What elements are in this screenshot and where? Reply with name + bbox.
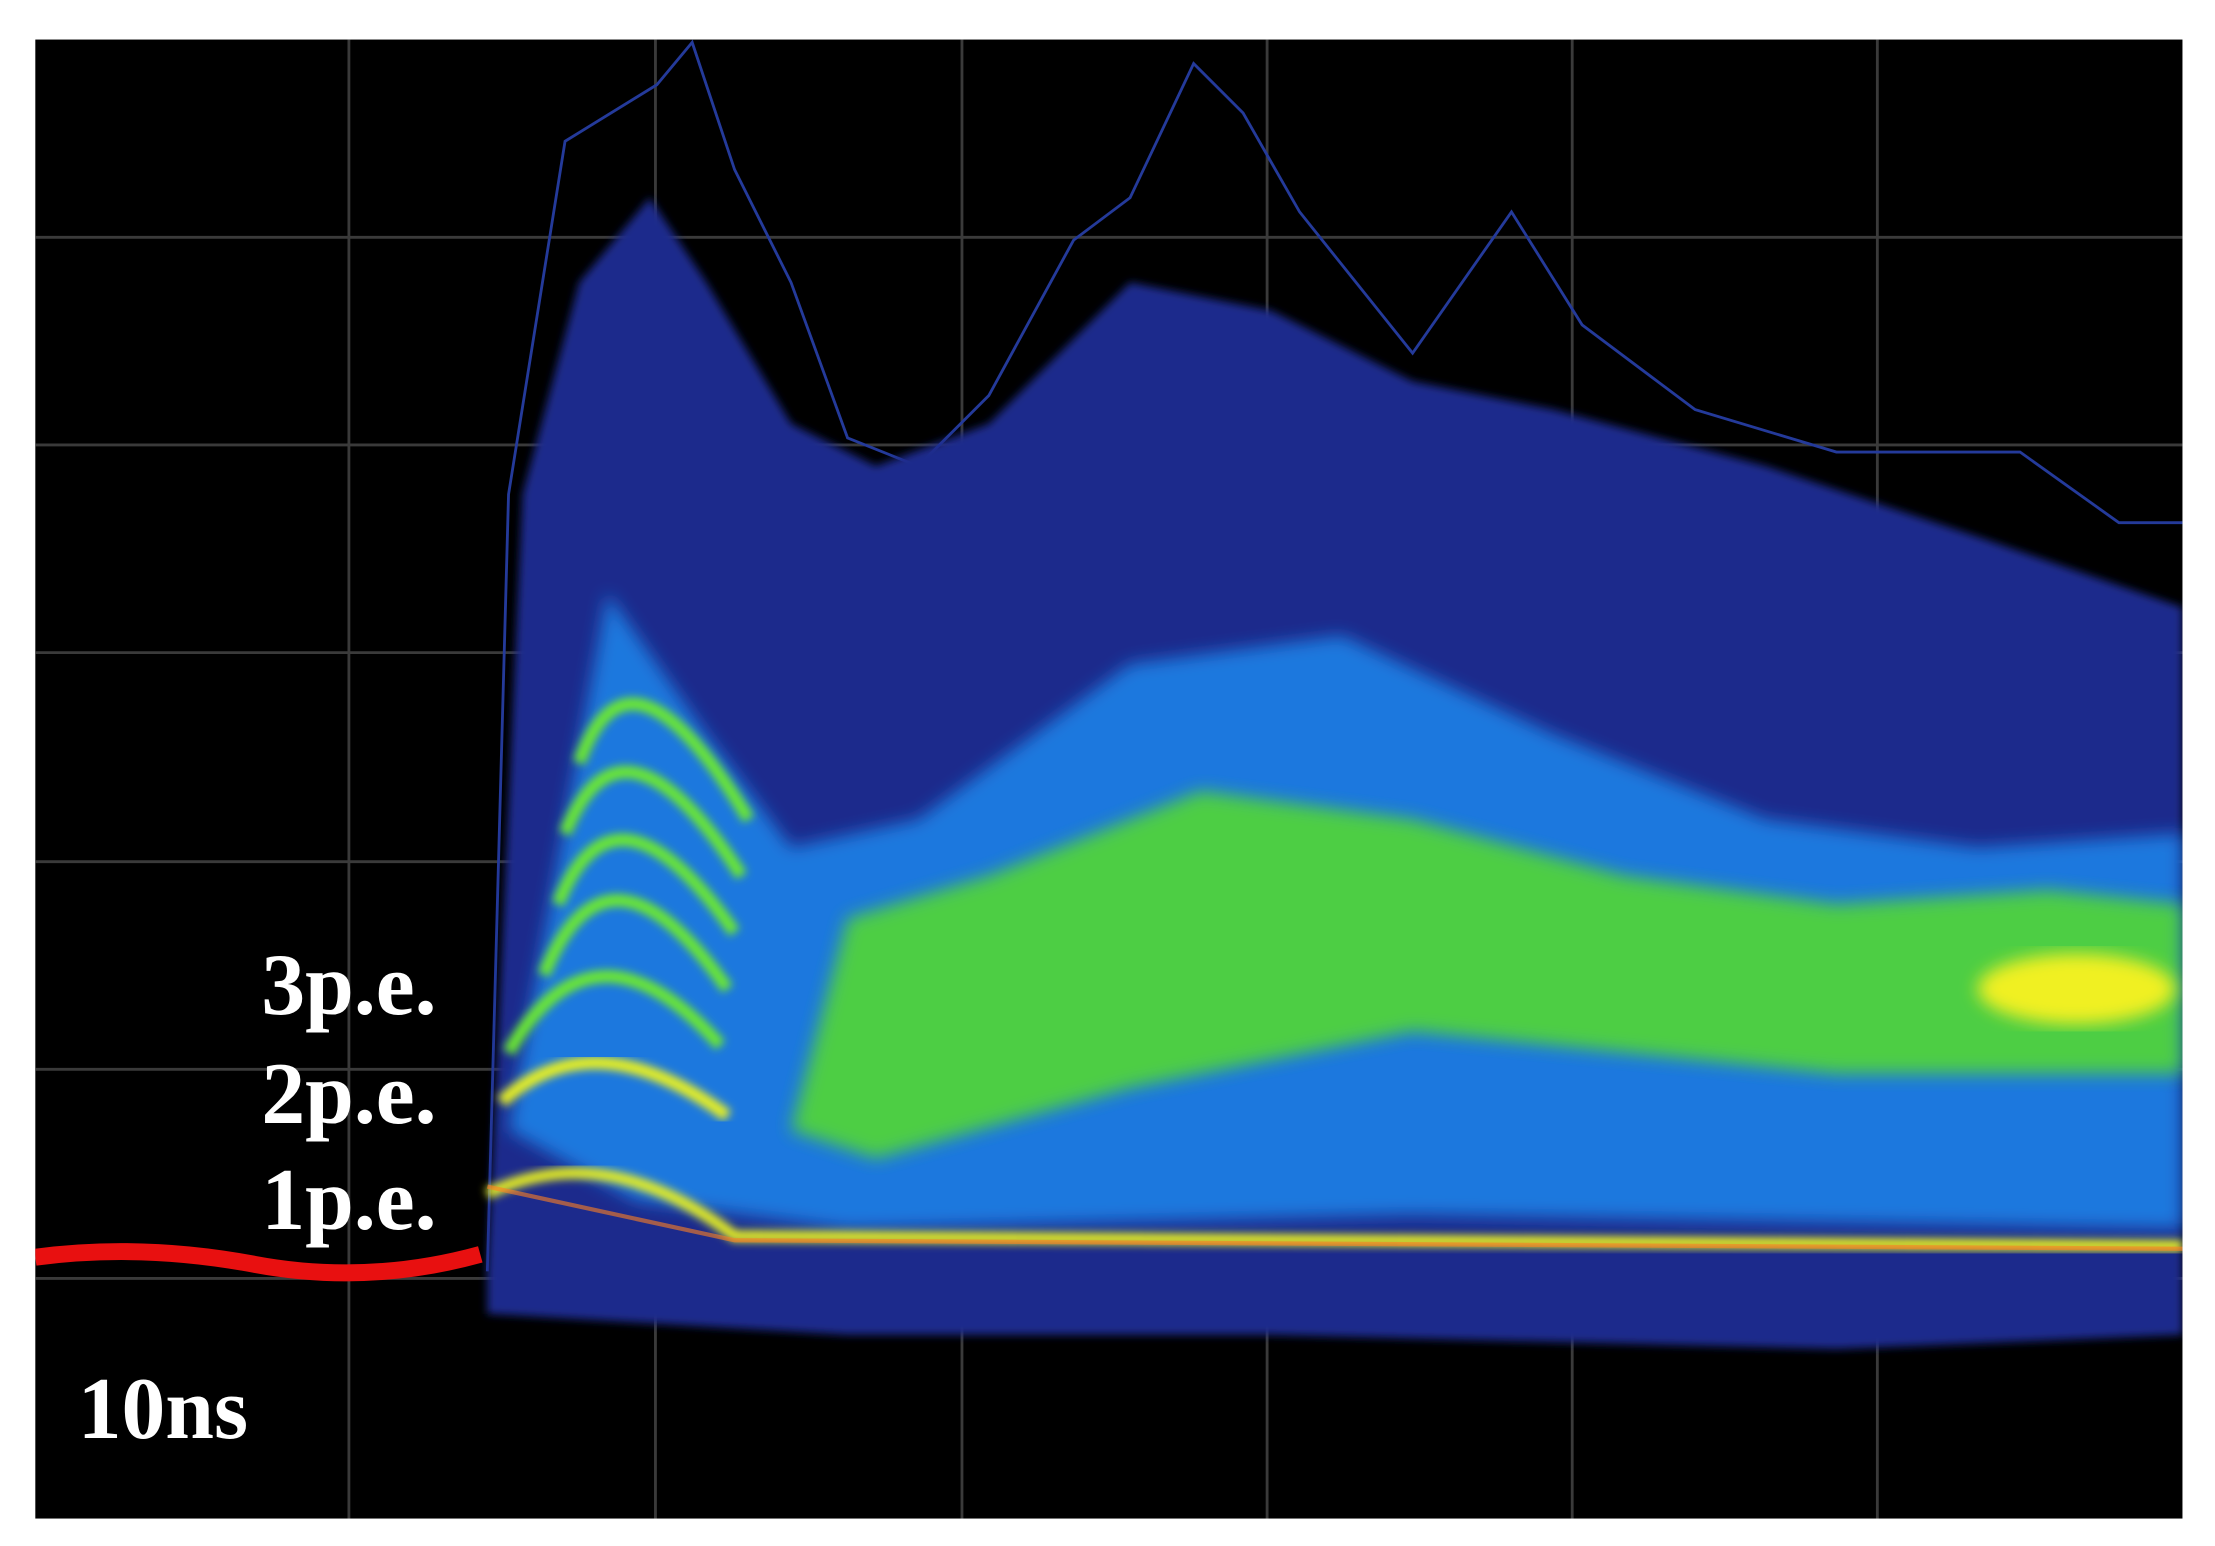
- pe-band: [537, 894, 733, 993]
- label-2pe: 2p.e.: [261, 1045, 436, 1142]
- photoelectron-bands: [503, 697, 755, 1056]
- outer-trace: [485, 39, 2183, 1272]
- peak-density-spot: [1977, 953, 2176, 1025]
- single-pe-trace: [484, 1167, 2183, 1252]
- pe-band: [573, 697, 755, 823]
- label-3pe: 3p.e.: [261, 936, 436, 1033]
- label-1pe: 1p.e.: [261, 1151, 436, 1248]
- high-density-region: [791, 791, 2183, 1159]
- baseline: [35, 1243, 483, 1282]
- persistence-traces: [35, 39, 2183, 1350]
- pe-band-2: [497, 1056, 732, 1122]
- pe-band: [552, 833, 740, 936]
- scope-screen: 3p.e. 2p.e. 1p.e. 10ns: [35, 39, 2183, 1519]
- single-pe-core: [486, 1184, 2183, 1251]
- pe-band: [559, 765, 747, 880]
- pe-band: [503, 970, 726, 1056]
- label-timebase: 10ns: [78, 1360, 248, 1457]
